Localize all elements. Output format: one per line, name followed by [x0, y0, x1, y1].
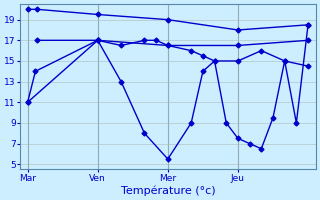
X-axis label: Température (°c): Température (°c)	[121, 185, 215, 196]
